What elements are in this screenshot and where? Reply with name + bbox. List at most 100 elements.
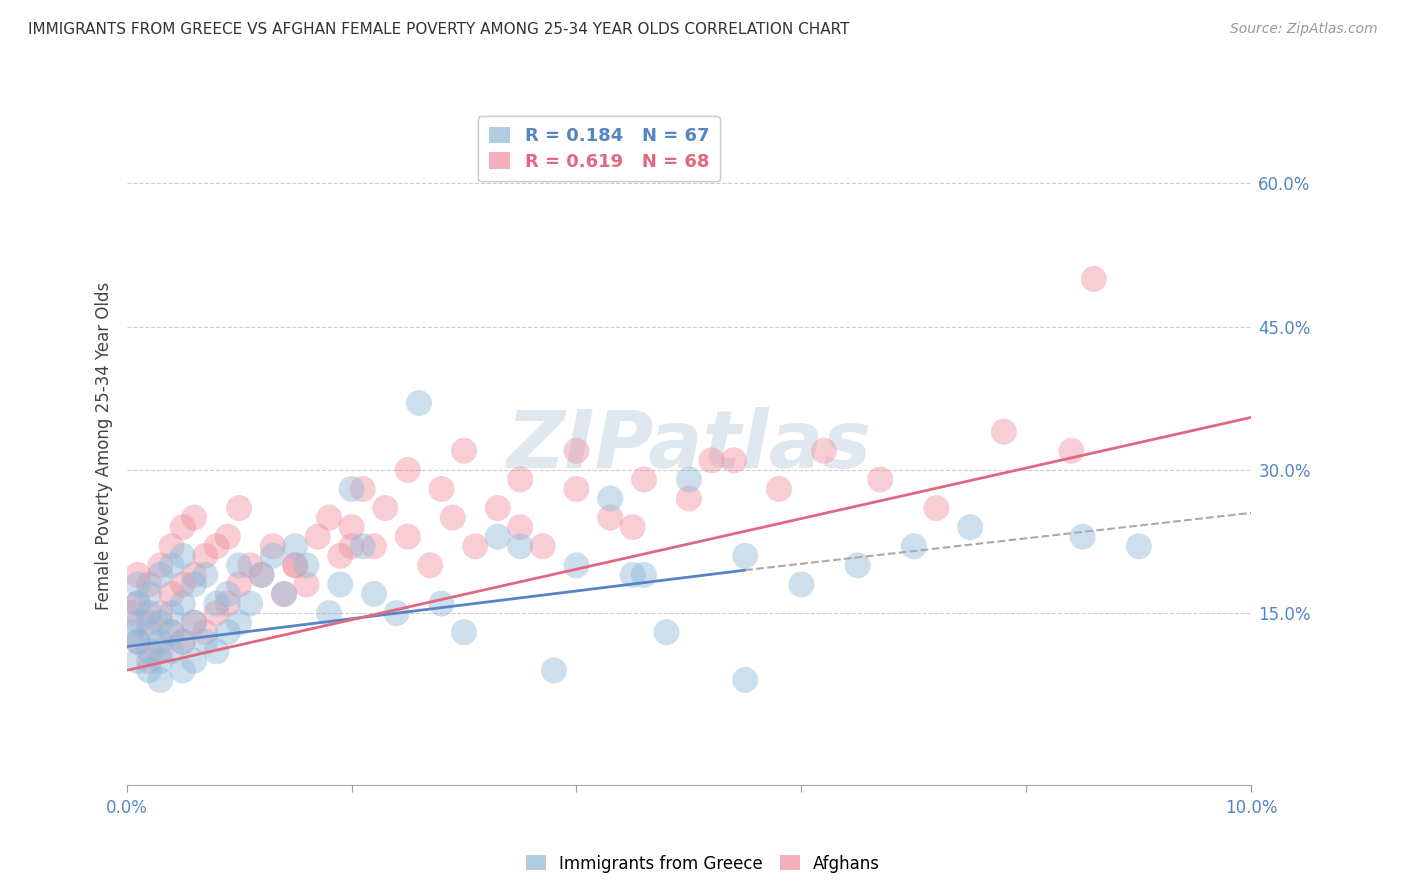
- Point: [408, 396, 430, 410]
- Point: [813, 443, 835, 458]
- Point: [352, 539, 374, 553]
- Point: [565, 558, 588, 573]
- Point: [172, 549, 194, 563]
- Point: [138, 625, 160, 640]
- Point: [205, 606, 228, 620]
- Y-axis label: Female Poverty Among 25-34 Year Olds: Female Poverty Among 25-34 Year Olds: [94, 282, 112, 610]
- Point: [205, 644, 228, 658]
- Point: [127, 577, 149, 591]
- Point: [678, 491, 700, 506]
- Point: [678, 472, 700, 486]
- Point: [183, 615, 205, 630]
- Point: [194, 549, 217, 563]
- Point: [599, 491, 621, 506]
- Point: [869, 472, 891, 486]
- Point: [183, 654, 205, 668]
- Point: [396, 463, 419, 477]
- Point: [621, 568, 644, 582]
- Point: [363, 587, 385, 601]
- Point: [127, 597, 149, 611]
- Point: [127, 615, 149, 630]
- Point: [543, 664, 565, 678]
- Point: [138, 587, 160, 601]
- Point: [396, 530, 419, 544]
- Point: [430, 482, 453, 496]
- Point: [127, 597, 149, 611]
- Point: [239, 558, 262, 573]
- Point: [262, 539, 284, 553]
- Point: [217, 587, 239, 601]
- Point: [723, 453, 745, 467]
- Text: IMMIGRANTS FROM GREECE VS AFGHAN FEMALE POVERTY AMONG 25-34 YEAR OLDS CORRELATIO: IMMIGRANTS FROM GREECE VS AFGHAN FEMALE …: [28, 22, 849, 37]
- Point: [486, 501, 509, 516]
- Point: [149, 654, 172, 668]
- Point: [250, 568, 273, 582]
- Point: [160, 606, 183, 620]
- Point: [160, 625, 183, 640]
- Point: [149, 606, 172, 620]
- Point: [127, 634, 149, 648]
- Point: [228, 501, 250, 516]
- Point: [172, 634, 194, 648]
- Point: [599, 510, 621, 524]
- Point: [149, 634, 172, 648]
- Point: [1083, 272, 1105, 286]
- Point: [1060, 443, 1083, 458]
- Point: [352, 482, 374, 496]
- Point: [374, 501, 396, 516]
- Point: [419, 558, 441, 573]
- Point: [340, 482, 363, 496]
- Point: [250, 568, 273, 582]
- Point: [205, 597, 228, 611]
- Point: [441, 510, 464, 524]
- Point: [430, 597, 453, 611]
- Point: [453, 625, 475, 640]
- Point: [565, 443, 588, 458]
- Point: [925, 501, 948, 516]
- Point: [160, 587, 183, 601]
- Point: [138, 664, 160, 678]
- Point: [149, 673, 172, 687]
- Point: [734, 549, 756, 563]
- Point: [172, 520, 194, 534]
- Point: [121, 606, 143, 620]
- Point: [340, 520, 363, 534]
- Point: [138, 577, 160, 591]
- Point: [768, 482, 790, 496]
- Point: [284, 539, 307, 553]
- Point: [621, 520, 644, 534]
- Point: [183, 510, 205, 524]
- Point: [486, 530, 509, 544]
- Point: [509, 539, 531, 553]
- Point: [183, 615, 205, 630]
- Point: [172, 577, 194, 591]
- Point: [329, 577, 352, 591]
- Point: [127, 634, 149, 648]
- Point: [700, 453, 723, 467]
- Point: [318, 606, 340, 620]
- Point: [138, 654, 160, 668]
- Point: [295, 558, 318, 573]
- Point: [903, 539, 925, 553]
- Point: [734, 673, 756, 687]
- Point: [138, 644, 160, 658]
- Point: [217, 530, 239, 544]
- Point: [633, 568, 655, 582]
- Point: [160, 644, 183, 658]
- Text: ZIPatlas: ZIPatlas: [506, 407, 872, 485]
- Point: [194, 568, 217, 582]
- Point: [160, 558, 183, 573]
- Point: [127, 568, 149, 582]
- Point: [217, 625, 239, 640]
- Point: [284, 558, 307, 573]
- Point: [228, 577, 250, 591]
- Point: [385, 606, 408, 620]
- Point: [205, 539, 228, 553]
- Point: [228, 558, 250, 573]
- Point: [149, 615, 172, 630]
- Point: [273, 587, 295, 601]
- Point: [121, 625, 143, 640]
- Point: [183, 577, 205, 591]
- Point: [655, 625, 678, 640]
- Point: [1071, 530, 1094, 544]
